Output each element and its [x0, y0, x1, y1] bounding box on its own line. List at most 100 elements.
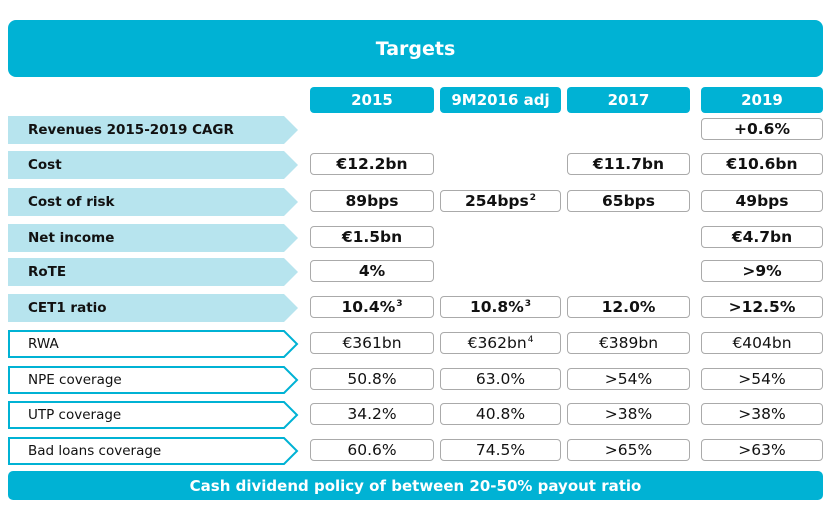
value-text: 65bps — [602, 192, 655, 210]
value-cell: €1.5bn — [310, 226, 434, 248]
value-text: 40.8% — [475, 405, 526, 423]
value-text: €361bn — [342, 334, 402, 352]
row-label-text: RoTE — [28, 264, 67, 280]
arrow-shape — [8, 401, 299, 429]
value-text: 12.0% — [601, 298, 656, 316]
footnote-marker: 2 — [529, 193, 537, 203]
value-text: >38% — [604, 405, 653, 423]
row-label: Cost of risk — [8, 188, 298, 216]
value-text: >38% — [738, 405, 786, 423]
row-label: Cost — [8, 151, 298, 179]
value-cell: 40.8% — [440, 403, 561, 425]
value-text: >12.5% — [728, 298, 796, 316]
row-label: CET1 ratio — [8, 294, 298, 322]
value-text: €389bn — [598, 334, 659, 352]
arrow-shape — [8, 366, 299, 394]
arrow-shape — [8, 116, 298, 144]
value-text: €1.5bn — [341, 228, 403, 246]
value-text: 34.2% — [347, 405, 397, 423]
row-label: RWA — [8, 330, 299, 358]
table-row: Cost €12.2bn €11.7bn €10.6bn — [0, 151, 831, 179]
row-label-text: Cost — [28, 157, 62, 173]
value-text: €362bn — [467, 334, 527, 352]
footnote-marker: 3 — [396, 299, 403, 309]
column-header-2017: 2017 — [567, 87, 690, 113]
value-cell: >38% — [567, 403, 690, 425]
value-cell: 4% — [310, 260, 434, 282]
targets-title: Targets — [8, 20, 823, 77]
value-cell: 49bps — [701, 190, 823, 212]
arrow-shape — [8, 188, 298, 216]
arrow-shape — [8, 437, 299, 465]
row-label-text: NPE coverage — [28, 372, 122, 388]
dividend-policy-banner: Cash dividend policy of between 20-50% p… — [8, 471, 823, 500]
value-text: 10.8% — [469, 298, 524, 316]
value-cell: €361bn — [310, 332, 434, 354]
column-header-2015: 2015 — [310, 87, 434, 113]
value-cell: 10.8% 3 — [440, 296, 561, 318]
row-label: UTP coverage — [8, 401, 299, 429]
table-row: Bad loans coverage 60.6% 74.5% >65% >63% — [0, 437, 831, 465]
value-cell: €10.6bn — [701, 153, 823, 175]
table-row: UTP coverage 34.2% 40.8% >38% >38% — [0, 401, 831, 429]
value-cell: €11.7bn — [567, 153, 690, 175]
value-cell: €4.7bn — [701, 226, 823, 248]
value-text: 10.4% — [341, 298, 396, 316]
table-row: RWA €361bn €362bn 4 €389bn €404bn — [0, 330, 831, 358]
value-text: €10.6bn — [726, 155, 798, 173]
value-text: >65% — [604, 441, 653, 459]
value-cell: >65% — [567, 439, 690, 461]
arrow-shape — [8, 258, 298, 286]
table-row: RoTE 4% >9% — [0, 258, 831, 286]
value-text: >54% — [604, 370, 653, 388]
value-cell: 74.5% — [440, 439, 561, 461]
arrow-shape — [8, 151, 298, 179]
value-cell: €389bn — [567, 332, 690, 354]
row-label: Net income — [8, 224, 298, 252]
row-label: Revenues 2015-2019 CAGR — [8, 116, 298, 144]
value-text: +0.6% — [734, 120, 790, 138]
row-label-text: Cost of risk — [28, 194, 115, 210]
value-text: >9% — [742, 262, 782, 280]
value-text: 254bps — [464, 192, 529, 210]
value-text: €404bn — [732, 334, 792, 352]
table-row: Cost of risk 89bps 254bps 2 65bps 49bps — [0, 188, 831, 216]
value-cell: 50.8% — [310, 368, 434, 390]
value-cell: >54% — [567, 368, 690, 390]
row-label-text: RWA — [28, 336, 59, 352]
value-text: 50.8% — [347, 370, 397, 388]
value-cell: >12.5% — [701, 296, 823, 318]
footnote-marker: 3 — [524, 299, 532, 309]
row-label-text: UTP coverage — [28, 407, 122, 423]
row-label: Bad loans coverage — [8, 437, 299, 465]
value-cell: 89bps — [310, 190, 434, 212]
row-label-text: Net income — [28, 230, 115, 246]
value-cell: >63% — [701, 439, 823, 461]
value-text: >54% — [738, 370, 786, 388]
value-cell: €362bn 4 — [440, 332, 561, 354]
value-cell: 10.4% 3 — [310, 296, 434, 318]
arrow-shape — [8, 294, 298, 322]
row-label: NPE coverage — [8, 366, 299, 394]
value-text: 49bps — [735, 192, 789, 210]
value-text: 74.5% — [475, 441, 526, 459]
row-label-text: Revenues 2015-2019 CAGR — [28, 122, 234, 138]
value-cell: 63.0% — [440, 368, 561, 390]
value-cell: >54% — [701, 368, 823, 390]
value-cell: >9% — [701, 260, 823, 282]
column-header-9m2016: 9M2016 adj — [440, 87, 561, 113]
arrow-shape — [8, 224, 298, 252]
row-label-text: Bad loans coverage — [28, 443, 162, 459]
table-row: Revenues 2015-2019 CAGR +0.6% — [0, 116, 831, 144]
row-label-text: CET1 ratio — [28, 300, 107, 316]
footnote-marker: 4 — [527, 335, 534, 345]
value-cell: €12.2bn — [310, 153, 434, 175]
value-text: 4% — [358, 262, 386, 280]
value-text: €4.7bn — [731, 228, 793, 246]
value-text: €11.7bn — [592, 155, 665, 173]
value-cell: 254bps 2 — [440, 190, 561, 212]
column-header-2019: 2019 — [701, 87, 823, 113]
value-text: 63.0% — [475, 370, 526, 388]
arrow-shape — [8, 330, 299, 358]
value-cell: 12.0% — [567, 296, 690, 318]
